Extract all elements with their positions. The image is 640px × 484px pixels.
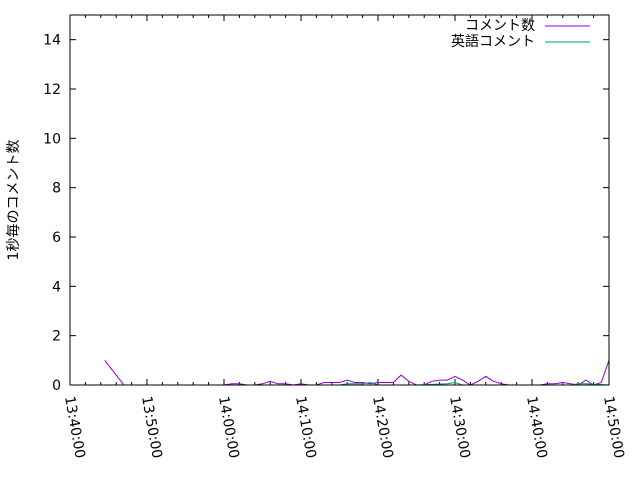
- series-line-0: [104, 359, 125, 386]
- x-tick-label: 14:10:00: [292, 395, 319, 460]
- y-tick-label: 12: [43, 82, 61, 98]
- legend: コメント数 英語コメント: [451, 18, 590, 50]
- x-tick-label: 14:30:00: [446, 395, 473, 460]
- x-tick-label: 14:20:00: [369, 395, 396, 460]
- y-tick-label: 4: [52, 279, 61, 295]
- x-tick-label: 13:40:00: [61, 395, 88, 460]
- legend-label-0: コメント数: [465, 18, 535, 34]
- y-tick-label: 2: [52, 329, 61, 345]
- x-tick-label: 14:40:00: [523, 395, 550, 460]
- x-tick-label: 13:50:00: [138, 395, 165, 460]
- legend-label-1: 英語コメント: [451, 33, 535, 50]
- y-tick-label: 6: [52, 230, 61, 246]
- y-tick-label: 10: [43, 131, 61, 147]
- x-tick-label: 14:00:00: [215, 395, 242, 460]
- x-tick-label: 14:50:00: [600, 395, 627, 460]
- y-tick-label: 0: [52, 378, 61, 394]
- y-tick-label: 8: [52, 181, 61, 197]
- plot-border: [69, 14, 610, 386]
- y-tick-label: 14: [43, 33, 61, 49]
- y-axis-label: 1秒毎のコメント数: [6, 140, 22, 261]
- series-line-0: [223, 360, 610, 386]
